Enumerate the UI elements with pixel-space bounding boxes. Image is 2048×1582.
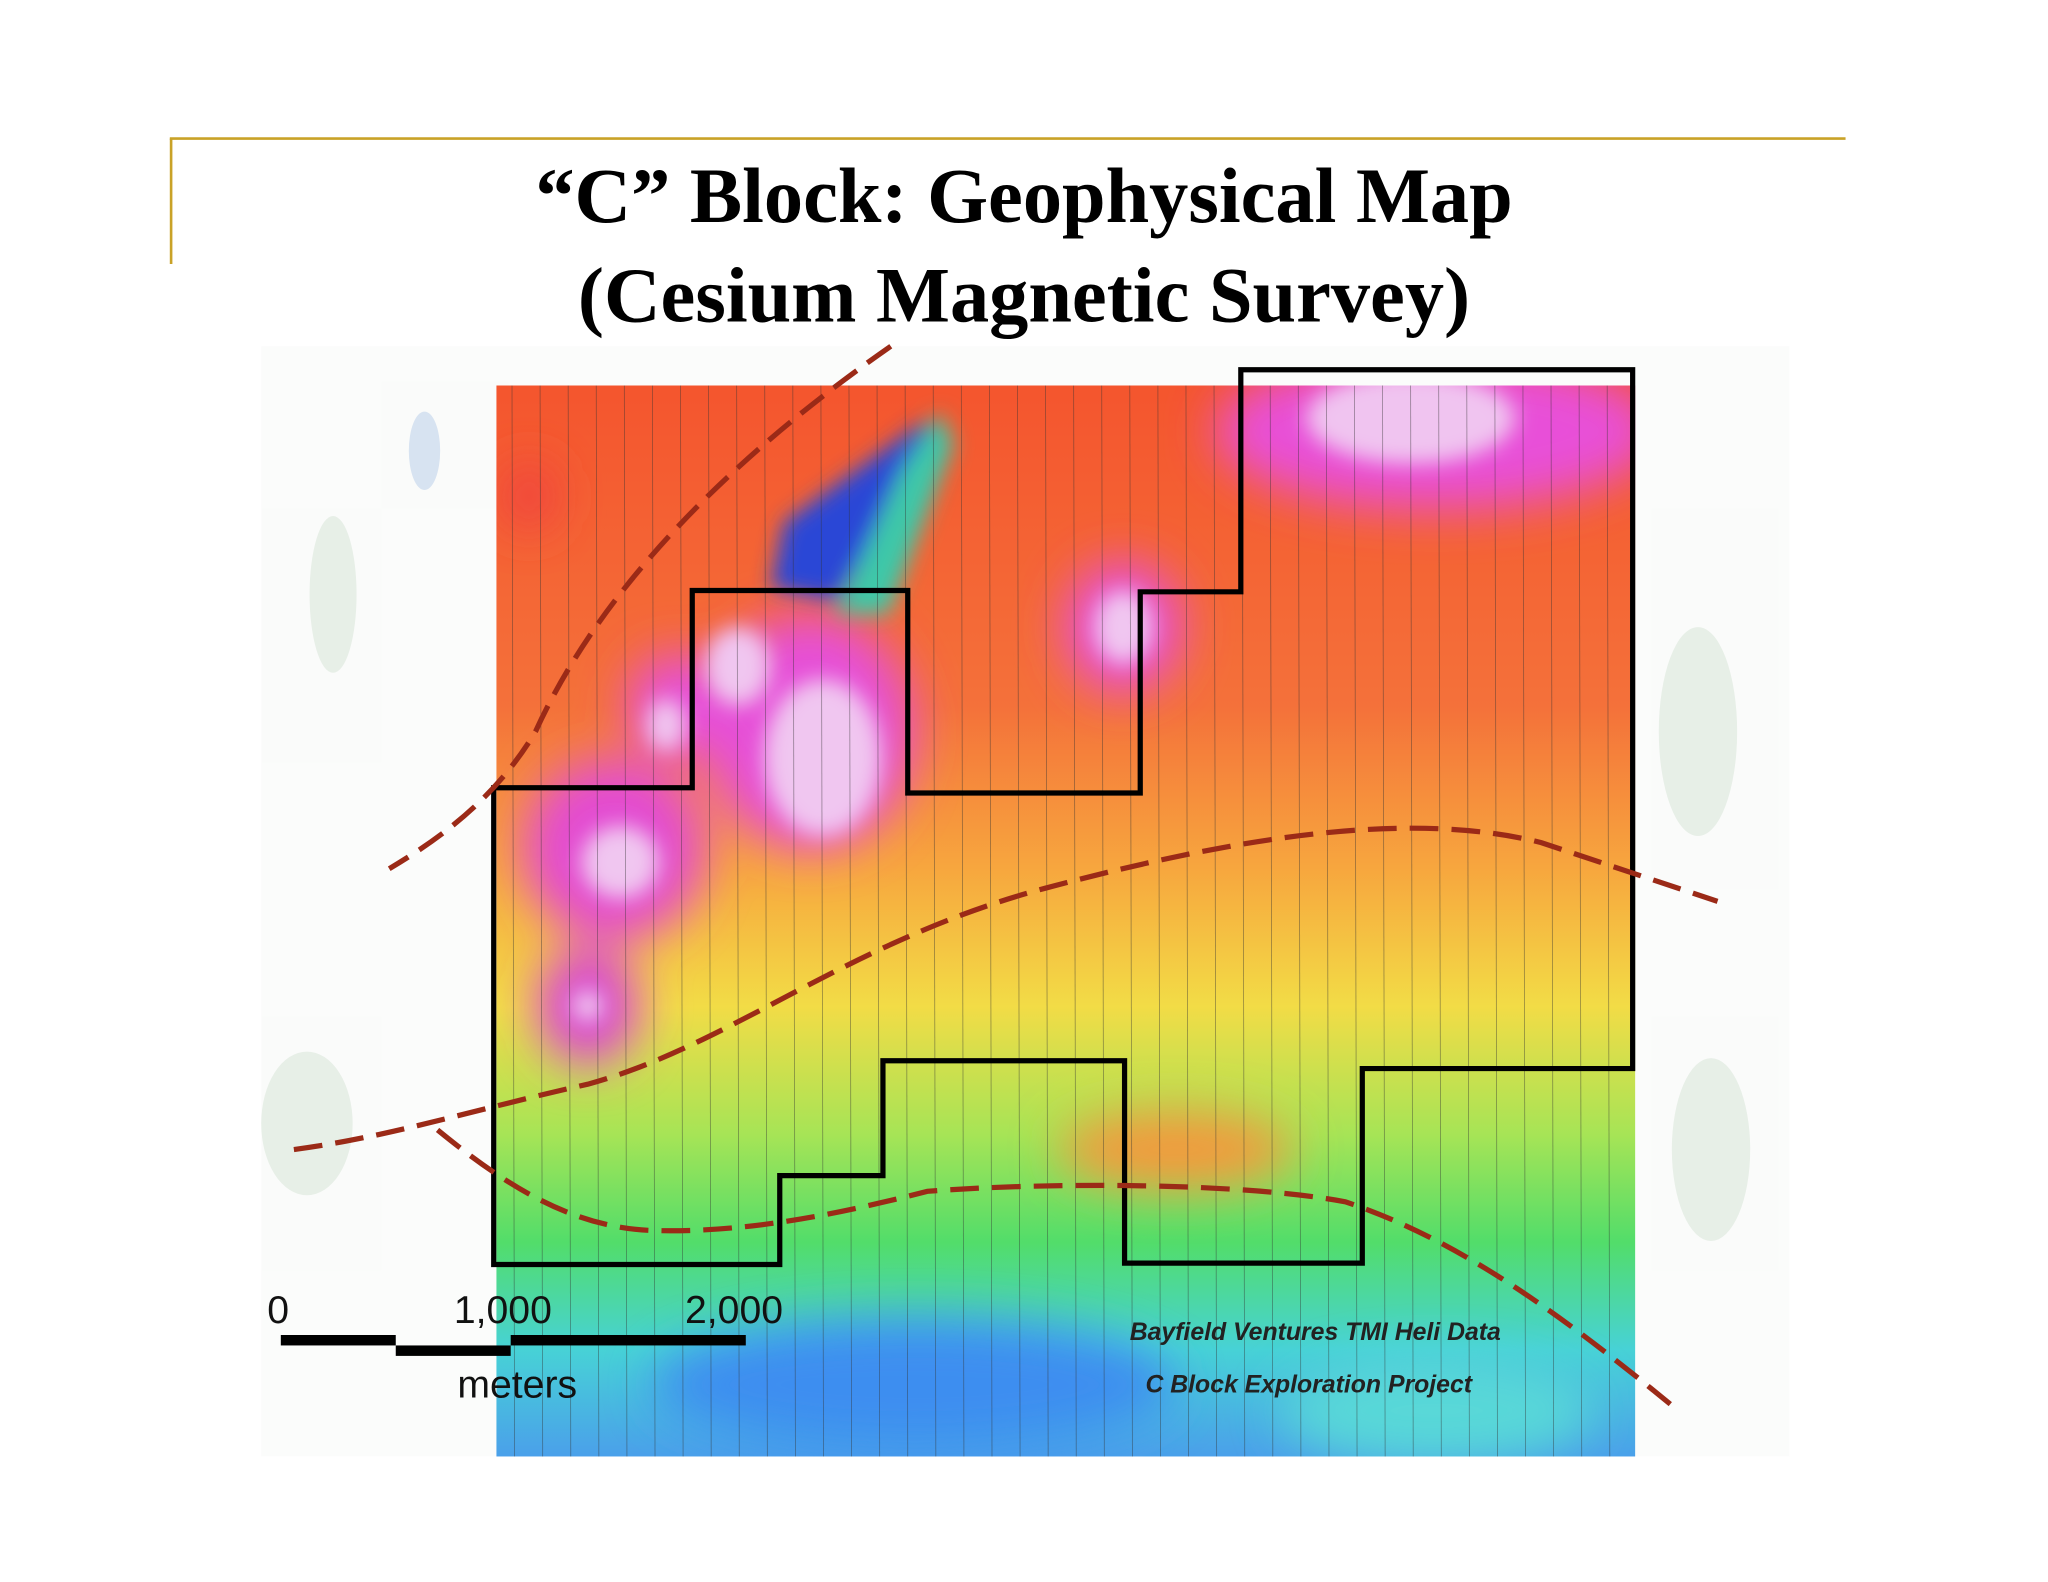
flight-line (1578, 385, 1583, 1457)
flight-line (595, 385, 600, 1457)
flight-line (792, 385, 796, 1457)
flight-line (1522, 385, 1526, 1457)
scale-label: 0 (267, 1289, 289, 1332)
scale-bar: 0 1,000 2,000 meters (267, 1289, 783, 1406)
flight-line (820, 385, 824, 1457)
flight-line (1438, 385, 1442, 1457)
flight-line (1045, 385, 1049, 1457)
scale-unit: meters (457, 1364, 577, 1407)
flight-line (1213, 385, 1218, 1457)
flight-line (623, 385, 628, 1457)
flight-line (848, 385, 852, 1457)
flight-line (1410, 385, 1414, 1457)
flight-line (1017, 385, 1021, 1457)
map-credit: C Block Exploration Project (1145, 1371, 1473, 1398)
flight-line (1354, 385, 1358, 1457)
fault-lines (293, 344, 1719, 1413)
slide-title: “C” Block: Geophysical Map (535, 152, 1512, 239)
claim-outline (491, 367, 1636, 1268)
flight-line (1325, 385, 1330, 1457)
flight-line (1606, 385, 1611, 1457)
flight-line (1101, 385, 1105, 1457)
flight-line (652, 385, 656, 1457)
scale-label: 2,000 (685, 1289, 783, 1332)
flight-line (736, 385, 740, 1457)
scale-label: 1,000 (454, 1289, 552, 1332)
flight-line (932, 385, 937, 1457)
flight-line (1185, 385, 1189, 1457)
slide-title: (Cesium Magnetic Survey) (578, 251, 1470, 338)
flight-line (876, 385, 881, 1457)
flight-line (1382, 385, 1386, 1457)
map-credit: Bayfield Ventures TMI Heli Data (1130, 1319, 1501, 1346)
flight-line (567, 385, 572, 1457)
flight-line (708, 385, 712, 1457)
flight-line (988, 385, 993, 1457)
magnetic-map (496, 385, 1636, 1457)
flight-line (511, 385, 516, 1457)
flight-line (1297, 385, 1302, 1457)
flight-lines (511, 385, 1611, 1457)
flight-line (539, 385, 544, 1457)
flight-line (1466, 385, 1470, 1457)
flight-line (1157, 385, 1161, 1457)
flight-line (904, 385, 909, 1457)
flight-line (764, 385, 768, 1457)
flight-line (1129, 385, 1133, 1457)
flight-line (960, 385, 965, 1457)
flight-line (1269, 385, 1274, 1457)
flight-line (1073, 385, 1077, 1457)
flight-line (1550, 385, 1555, 1457)
flight-line (680, 385, 684, 1457)
